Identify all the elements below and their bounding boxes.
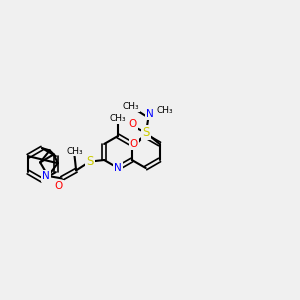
Text: N: N: [42, 171, 50, 181]
Text: CH₃: CH₃: [122, 102, 139, 111]
Text: CH₃: CH₃: [66, 146, 83, 155]
Text: N: N: [146, 109, 154, 118]
Text: O: O: [130, 140, 138, 149]
Text: S: S: [86, 155, 93, 168]
Text: O: O: [129, 119, 137, 129]
Text: CH₃: CH₃: [110, 114, 126, 123]
Text: O: O: [55, 182, 63, 191]
Text: N: N: [114, 163, 122, 173]
Text: CH₃: CH₃: [156, 106, 173, 115]
Text: S: S: [142, 126, 150, 139]
